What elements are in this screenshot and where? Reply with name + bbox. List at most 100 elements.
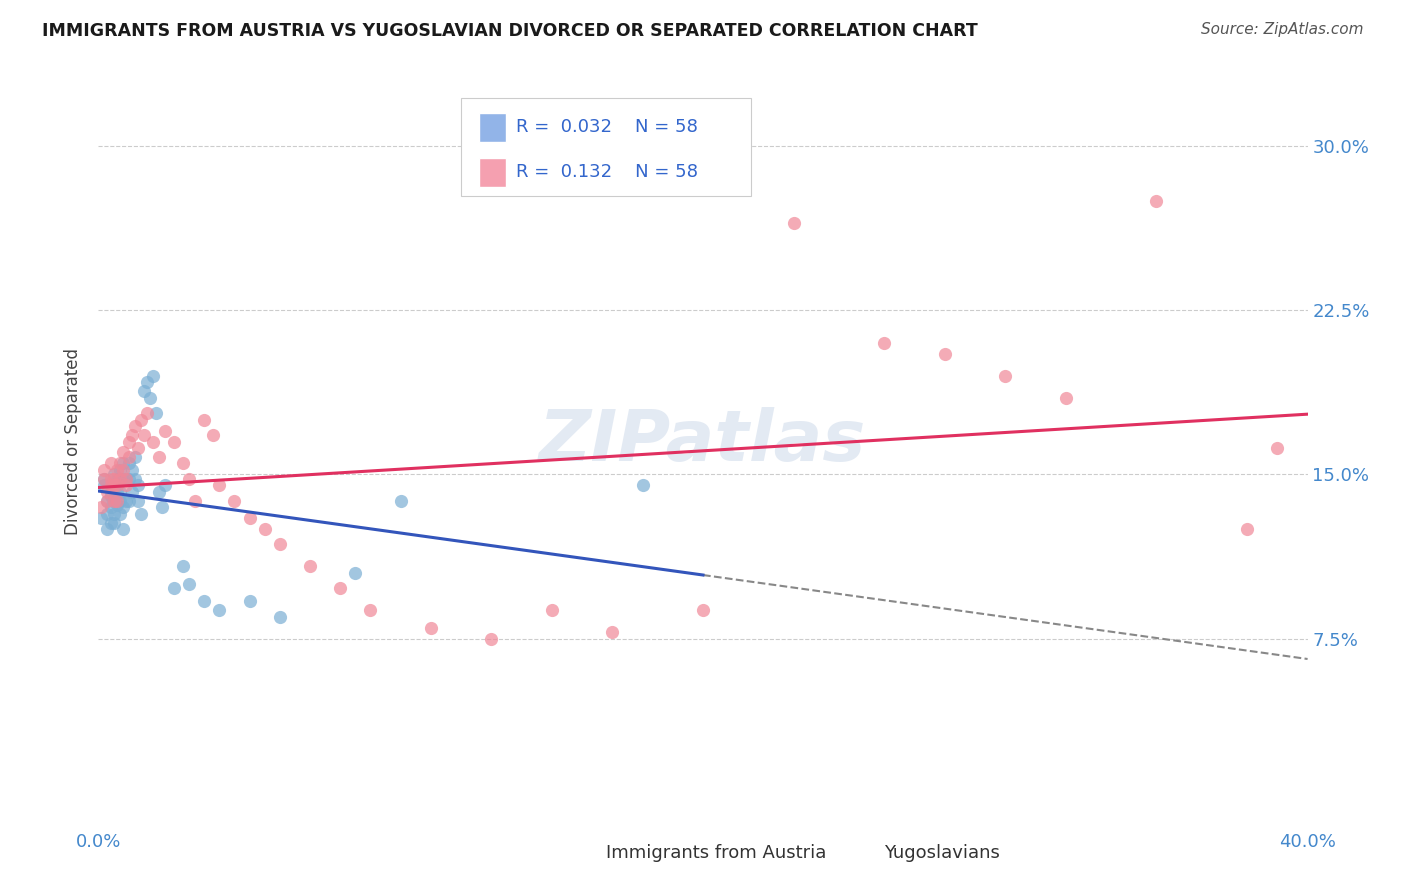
Text: Yugoslavians: Yugoslavians <box>884 845 1000 863</box>
Point <box>100 478 122 492</box>
Point <box>389 493 412 508</box>
Point <box>121 484 143 499</box>
Point <box>129 507 152 521</box>
Point <box>873 336 896 351</box>
Point <box>121 428 143 442</box>
Point <box>103 472 125 486</box>
Point <box>132 428 155 442</box>
Point <box>344 566 367 580</box>
Point <box>100 516 122 530</box>
Point <box>142 368 165 383</box>
Point <box>105 493 128 508</box>
Point <box>124 472 146 486</box>
Point <box>118 434 141 449</box>
Point <box>103 516 125 530</box>
Point <box>100 484 122 499</box>
Point <box>934 347 956 361</box>
FancyBboxPatch shape <box>479 158 506 186</box>
Point <box>153 424 176 438</box>
Text: ZIPatlas: ZIPatlas <box>540 407 866 476</box>
Point <box>111 457 134 471</box>
Point <box>127 493 149 508</box>
Point <box>111 522 134 536</box>
Point <box>96 507 118 521</box>
Point <box>96 493 118 508</box>
Point <box>127 478 149 492</box>
Point <box>202 428 225 442</box>
Point <box>135 376 157 390</box>
Point <box>179 577 201 591</box>
Point <box>100 489 122 503</box>
Point <box>783 216 806 230</box>
Point <box>148 484 170 499</box>
Point <box>103 478 125 492</box>
Point <box>132 384 155 399</box>
Point <box>118 450 141 464</box>
Point <box>631 478 654 492</box>
Point <box>96 484 118 499</box>
Point <box>114 493 136 508</box>
Point <box>148 450 170 464</box>
Point <box>135 406 157 420</box>
Point <box>124 419 146 434</box>
Text: 40.0%: 40.0% <box>1279 833 1336 851</box>
Point <box>172 457 194 471</box>
Point <box>1054 391 1077 405</box>
Point <box>90 500 112 515</box>
Point <box>208 478 231 492</box>
Point <box>269 537 291 551</box>
Point <box>1144 194 1167 208</box>
Point <box>239 511 262 525</box>
Point <box>420 621 443 635</box>
Point <box>90 511 112 525</box>
Point <box>93 463 115 477</box>
Point <box>105 478 128 492</box>
Point <box>111 472 134 486</box>
FancyBboxPatch shape <box>461 98 751 196</box>
Point <box>108 493 131 508</box>
Point <box>103 467 125 482</box>
Point <box>145 406 167 420</box>
Point <box>105 498 128 512</box>
Point <box>1236 522 1258 536</box>
Point <box>150 500 173 515</box>
Point <box>127 441 149 455</box>
Point <box>540 603 562 617</box>
Point <box>103 493 125 508</box>
Point <box>111 500 134 515</box>
Point <box>299 559 322 574</box>
Point <box>111 445 134 459</box>
FancyBboxPatch shape <box>564 840 595 866</box>
Point <box>163 581 186 595</box>
Point <box>93 472 115 486</box>
Point <box>108 472 131 486</box>
Point <box>139 391 162 405</box>
Text: R =  0.132    N = 58: R = 0.132 N = 58 <box>516 163 697 181</box>
Point <box>1267 441 1289 455</box>
Point <box>103 507 125 521</box>
Point <box>108 457 131 471</box>
Point <box>692 603 714 617</box>
Point <box>153 478 176 492</box>
Point <box>108 507 131 521</box>
Point <box>253 522 276 536</box>
Point <box>602 625 624 640</box>
Point <box>93 472 115 486</box>
Point <box>994 368 1017 383</box>
Text: 0.0%: 0.0% <box>76 833 121 851</box>
Point <box>129 412 152 426</box>
Point <box>142 434 165 449</box>
Point <box>114 478 136 492</box>
Point <box>329 581 352 595</box>
Point <box>114 472 136 486</box>
Point <box>96 493 118 508</box>
Point <box>105 472 128 486</box>
Point <box>118 457 141 471</box>
Point <box>93 478 115 492</box>
Point <box>108 463 131 477</box>
Point <box>100 457 122 471</box>
Text: Source: ZipAtlas.com: Source: ZipAtlas.com <box>1201 22 1364 37</box>
Point <box>105 478 128 492</box>
FancyBboxPatch shape <box>855 840 884 866</box>
Point <box>121 463 143 477</box>
